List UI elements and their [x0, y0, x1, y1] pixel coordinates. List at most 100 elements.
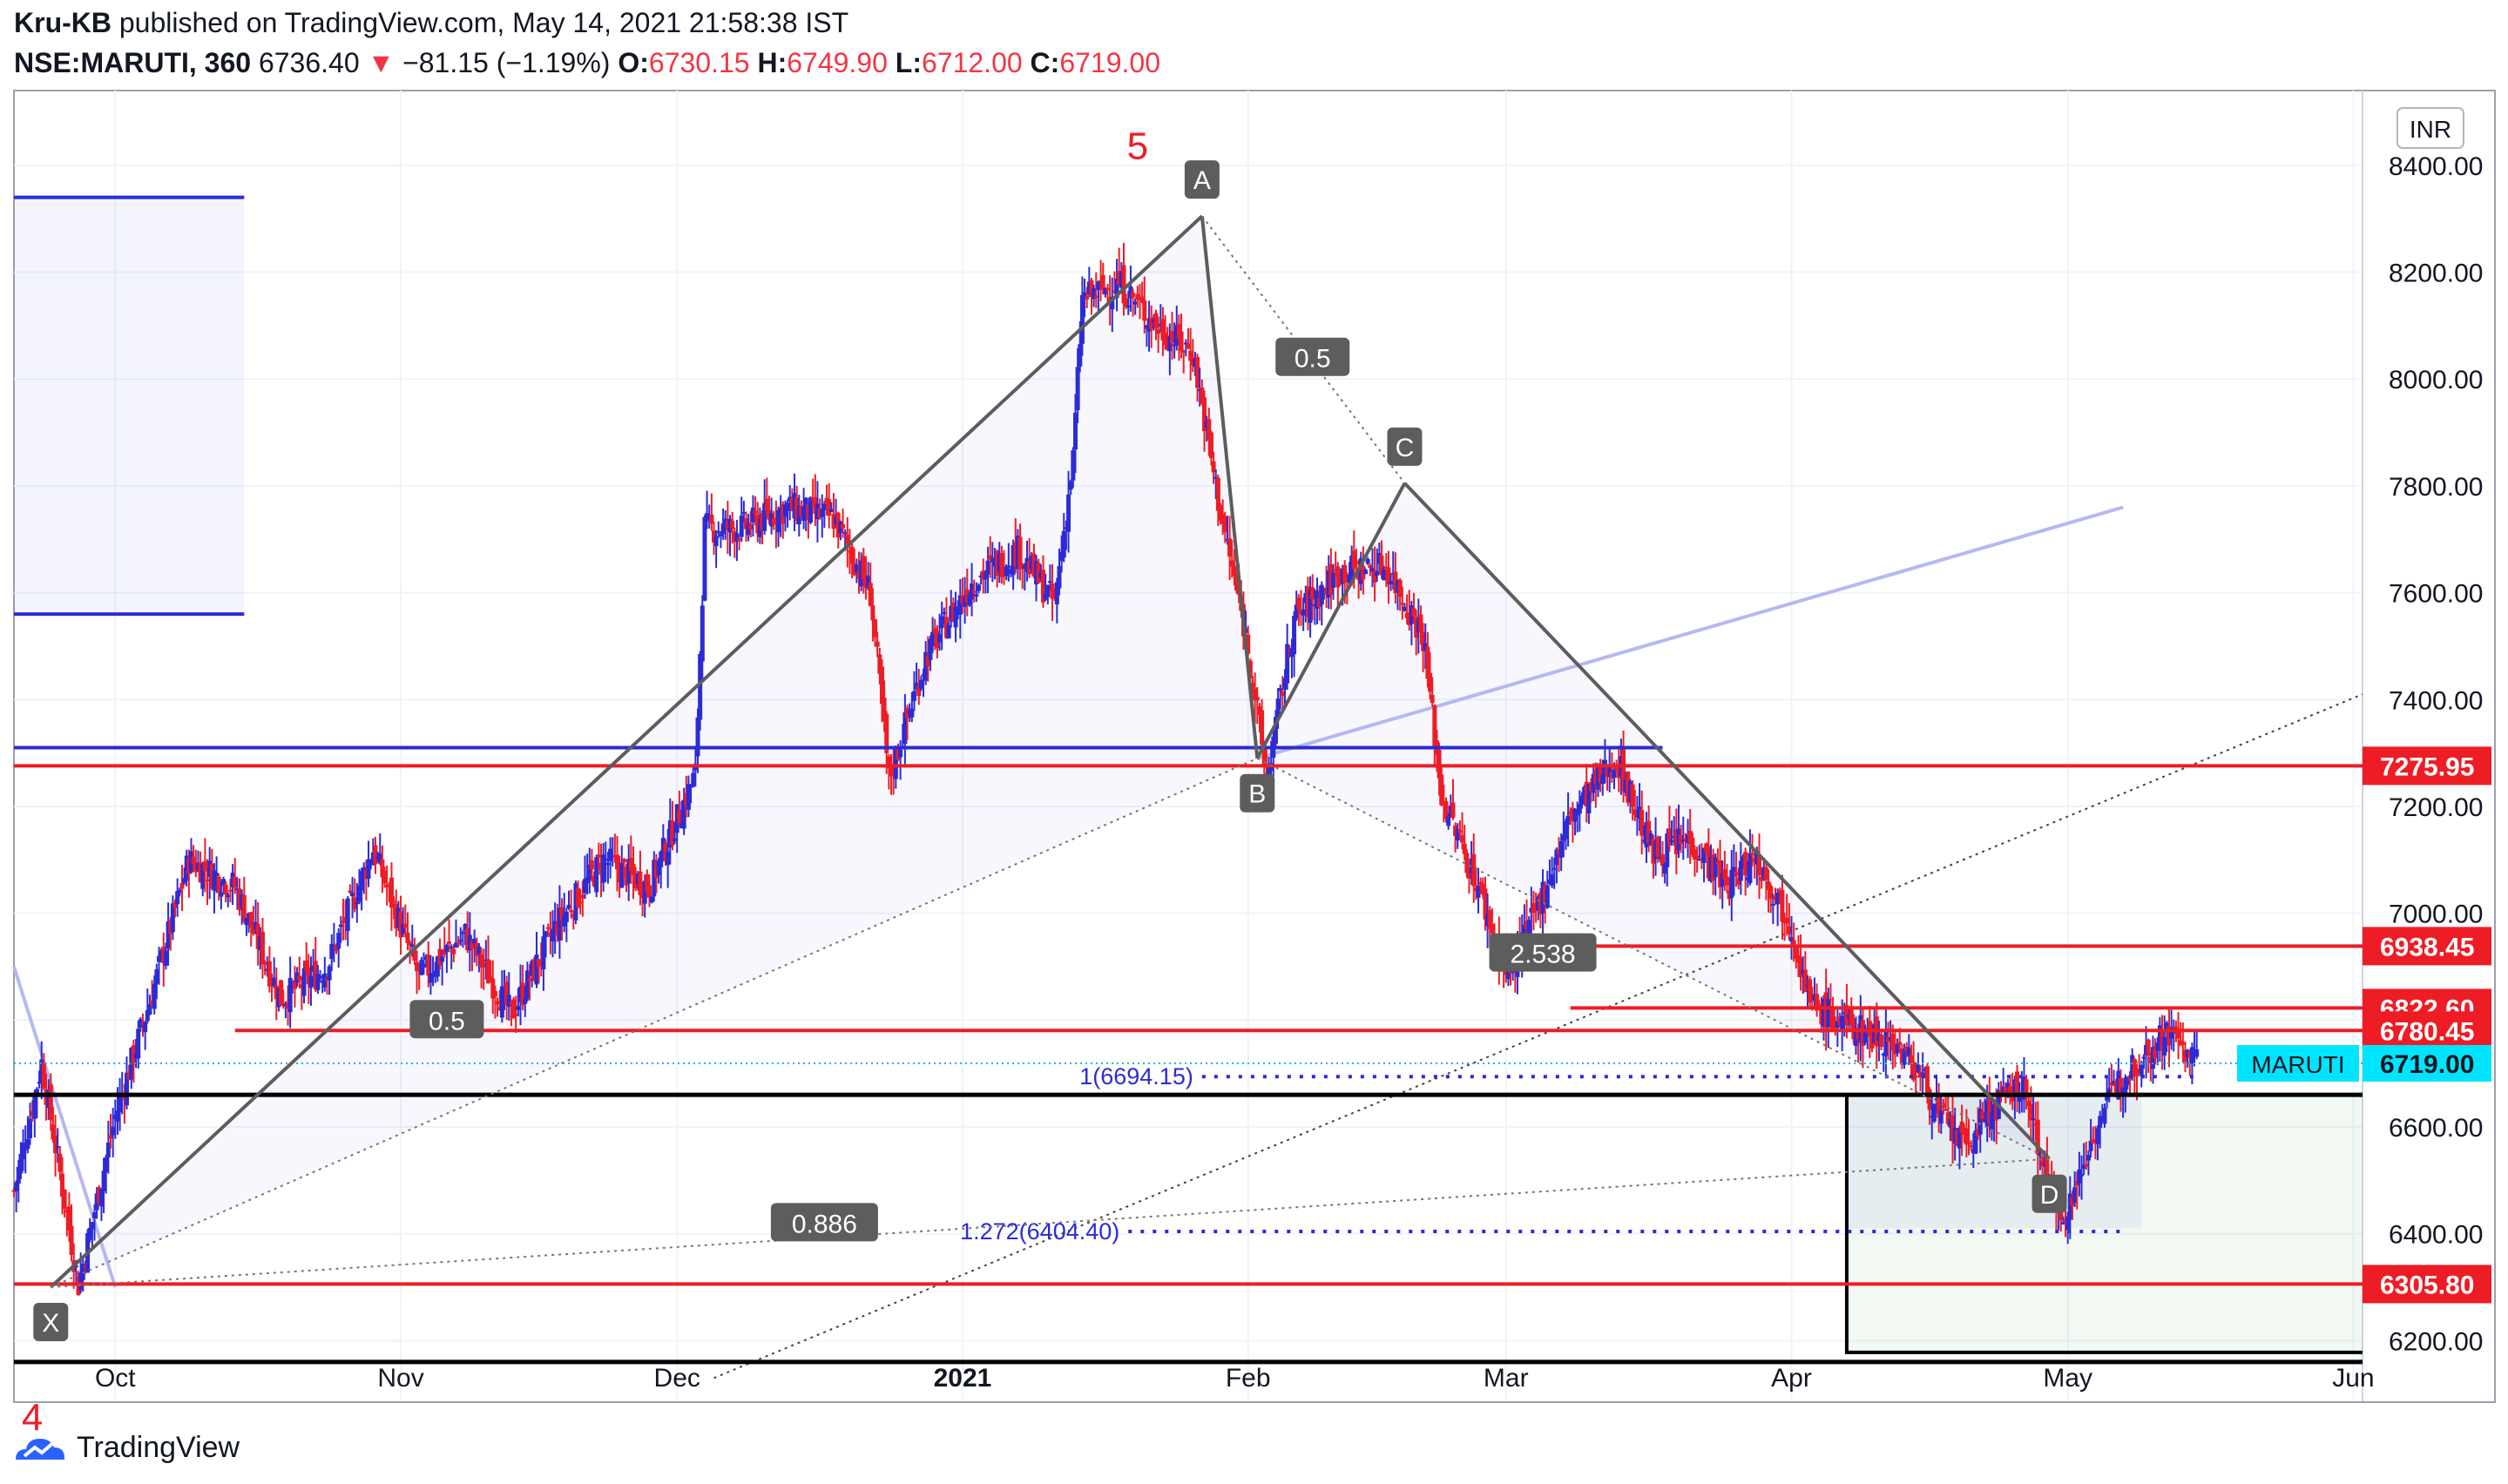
candle-body — [774, 517, 779, 525]
candle-body — [209, 863, 214, 889]
candle-body — [182, 878, 187, 883]
candle-body — [1966, 1142, 1971, 1144]
price-tag: 6780.45 — [2363, 1011, 2491, 1050]
candle-body — [877, 654, 882, 674]
candle-body — [195, 862, 200, 870]
candle-body — [537, 959, 542, 968]
candle-body — [1308, 590, 1313, 624]
candle-body — [112, 1115, 118, 1119]
candle-body — [1476, 885, 1481, 898]
candle-body — [1347, 574, 1352, 583]
pattern-leg — [1255, 482, 1407, 759]
candle-body — [1540, 881, 1545, 914]
candle-body — [1589, 782, 1594, 792]
candle-body — [152, 983, 157, 1009]
candle-body — [1637, 806, 1642, 819]
candle-body — [1059, 551, 1065, 561]
candle-body — [251, 924, 256, 934]
candle-body — [485, 959, 490, 984]
candle-body — [1372, 570, 1377, 583]
candle-body — [531, 959, 537, 981]
candle-body — [1234, 573, 1240, 591]
candle-body — [762, 503, 767, 531]
candle-body — [789, 497, 794, 511]
candle-body — [504, 981, 510, 1006]
candle-body — [1743, 852, 1748, 876]
candle-body — [2134, 1069, 2140, 1077]
candle-body — [1052, 595, 1058, 597]
candle-body — [25, 1138, 30, 1150]
candle-body — [988, 555, 993, 560]
candle-body — [1430, 694, 1435, 704]
candle-body — [1795, 955, 1801, 962]
candle-body — [1229, 560, 1234, 567]
candle-body — [136, 1029, 141, 1059]
candle-body — [652, 860, 657, 897]
candle-body — [1082, 292, 1087, 298]
candle-body — [582, 879, 587, 894]
down-arrow-icon: ▼ — [367, 47, 395, 78]
candle-body — [1856, 1028, 1861, 1040]
candle-body — [1453, 825, 1458, 836]
ratio-label-box — [1275, 337, 1350, 376]
candle-body — [647, 885, 652, 898]
candle-body — [891, 769, 896, 776]
candle-body — [730, 520, 735, 530]
candle-body — [2162, 1036, 2167, 1056]
candle-body — [1658, 856, 1663, 860]
candle-body — [698, 653, 703, 720]
author-name[interactable]: Kru-KB — [14, 7, 112, 38]
candle-body — [456, 941, 461, 944]
candle-body — [1349, 555, 1355, 579]
candle-body — [2176, 1030, 2181, 1039]
candle-body — [1227, 538, 1233, 557]
candle-body — [686, 784, 691, 810]
candle-body — [909, 708, 915, 718]
candle-body — [223, 884, 228, 895]
candle-body — [44, 1089, 49, 1105]
candle-body — [1204, 421, 1209, 428]
candle-body — [1294, 604, 1299, 619]
candle-body — [1340, 568, 1345, 584]
candle-body — [483, 959, 489, 961]
candle-body — [820, 509, 825, 517]
candle-body — [48, 1084, 53, 1121]
candle-body — [2042, 1163, 2047, 1165]
candle-body — [1469, 858, 1474, 874]
candle-body — [1641, 840, 1646, 842]
last-price-tag — [2363, 1044, 2491, 1082]
candle-body — [1100, 274, 1105, 291]
candle-body — [559, 907, 564, 921]
candle-body — [1897, 1042, 1903, 1045]
candle-body — [755, 514, 761, 534]
candle-body — [66, 1206, 71, 1231]
candle-body — [1396, 581, 1401, 592]
x-tick-label: Jun — [2332, 1364, 2374, 1393]
tradingview-brand[interactable]: TradingView — [12, 1425, 240, 1470]
pattern-leg — [1200, 215, 1260, 759]
wave-label: 4 — [22, 1396, 43, 1439]
candle-body — [788, 496, 793, 502]
candle-body — [1455, 829, 1460, 841]
candle-body — [421, 963, 426, 968]
candle-body — [2169, 1030, 2174, 1039]
brand-name: TradingView — [77, 1430, 240, 1464]
candle-body — [916, 685, 922, 697]
candle-body — [677, 809, 682, 824]
candle-body — [1886, 1037, 1891, 1042]
candle-body — [470, 941, 475, 949]
candle-body — [1984, 1100, 1990, 1127]
candle-body — [806, 504, 811, 521]
candle-body — [1160, 319, 1166, 341]
candle-body — [1114, 278, 1119, 299]
candle-body — [513, 1014, 518, 1016]
candle-body — [104, 1157, 109, 1172]
candle-body — [592, 875, 597, 887]
symbol-name[interactable]: NSE:MARUTI, 360 — [14, 47, 252, 78]
candle-body — [1768, 886, 1774, 900]
candle-body — [1849, 1007, 1854, 1026]
candle-body — [2079, 1174, 2085, 1177]
candle-body — [557, 907, 562, 941]
candle-body — [824, 497, 829, 503]
